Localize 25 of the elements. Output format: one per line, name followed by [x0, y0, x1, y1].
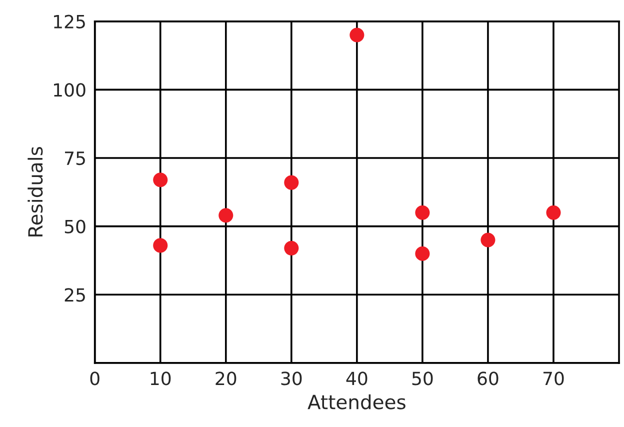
y-tick-label: 75	[65, 152, 85, 166]
x-tick-label: 0	[90, 372, 100, 386]
point	[284, 240, 299, 256]
y-axis-title: Residuals	[28, 146, 43, 236]
point	[153, 172, 168, 188]
point	[415, 246, 430, 261]
x-tick-label: 60	[478, 372, 498, 386]
point	[153, 238, 168, 253]
point	[284, 175, 299, 190]
y-tick-label: 25	[64, 288, 85, 302]
y-tick-label: 125	[54, 14, 85, 28]
point	[480, 232, 496, 248]
x-tick-label: 10	[150, 372, 171, 386]
point	[415, 205, 430, 220]
point	[218, 208, 234, 223]
y-tick-label: 50	[64, 220, 86, 234]
x-tick-label: 70	[543, 372, 564, 386]
x-axis-title: Attendees	[308, 394, 406, 410]
x-tick-label: 50	[412, 372, 433, 386]
point	[546, 205, 561, 220]
x-tick-label: 30	[281, 372, 302, 386]
y-tick-label: 100	[54, 83, 86, 97]
point	[350, 28, 364, 42]
x-tick-label: 20	[216, 372, 236, 386]
x-tick-label: 40	[346, 372, 368, 386]
